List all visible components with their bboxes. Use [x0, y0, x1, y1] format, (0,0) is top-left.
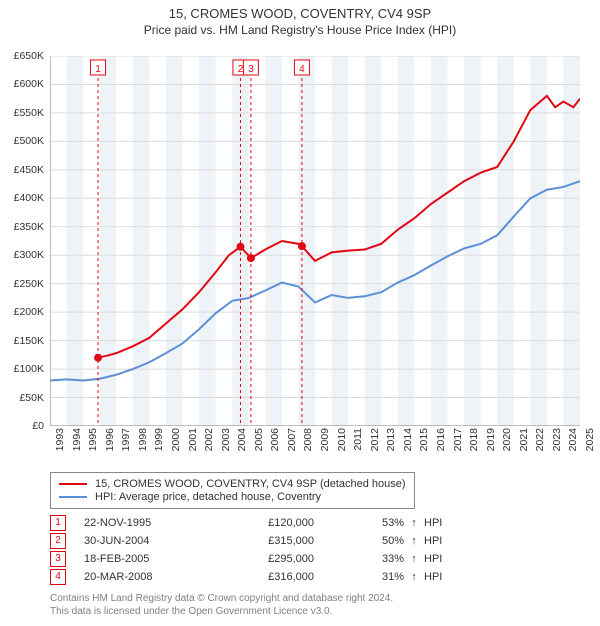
transaction-row: 2 30-JUN-2004£315,00050%↑HPI: [50, 532, 464, 550]
x-axis-labels: 1993 1994 1995 1996 1997 1998 1999 2000 2001 2002…: [50, 428, 580, 468]
x-tick-label: 2025: [584, 428, 596, 451]
arrow-up-icon: ↑: [404, 553, 424, 565]
transaction-marker: 3: [50, 551, 66, 567]
legend-item: 15, CROMES WOOD, COVENTRY, CV4 9SP (deta…: [59, 478, 406, 490]
y-tick-label: £600K: [14, 78, 44, 90]
svg-text:2: 2: [238, 64, 244, 75]
transaction-marker: 2: [50, 533, 66, 549]
page-subtitle: Price paid vs. HM Land Registry's House …: [0, 23, 600, 37]
transaction-price: £120,000: [214, 517, 344, 529]
svg-text:4: 4: [299, 64, 305, 75]
page-title: 15, CROMES WOOD, COVENTRY, CV4 9SP: [0, 6, 600, 21]
arrow-up-icon: ↑: [404, 571, 424, 583]
y-tick-label: £0: [32, 420, 44, 432]
x-tick-label: 1996: [104, 428, 116, 451]
transaction-hpi-label: HPI: [424, 553, 464, 565]
x-tick-label: 2013: [385, 428, 397, 451]
transaction-pct: 50%: [344, 535, 404, 547]
legend-swatch: [59, 496, 87, 498]
x-tick-label: 2003: [220, 428, 232, 451]
transaction-row: 3 18-FEB-2005£295,00033%↑HPI: [50, 550, 464, 568]
x-tick-label: 2008: [302, 428, 314, 451]
arrow-up-icon: ↑: [404, 517, 424, 529]
transaction-price: £315,000: [214, 535, 344, 547]
transaction-hpi-label: HPI: [424, 571, 464, 583]
transaction-row: 4 20-MAR-2008£316,00031%↑HPI: [50, 568, 464, 586]
x-tick-label: 2011: [352, 428, 364, 451]
y-tick-label: £650K: [14, 50, 44, 62]
x-tick-label: 2010: [336, 428, 348, 451]
x-tick-label: 2022: [534, 428, 546, 451]
y-tick-label: £450K: [14, 164, 44, 176]
transaction-pct: 31%: [344, 571, 404, 583]
transaction-pct: 33%: [344, 553, 404, 565]
transactions-table: 122-NOV-1995£120,00053%↑HPI230-JUN-2004£…: [50, 514, 464, 586]
x-tick-label: 2015: [418, 428, 430, 451]
y-tick-label: £50K: [19, 392, 44, 404]
x-tick-label: 1995: [87, 428, 99, 451]
x-tick-label: 2019: [485, 428, 497, 451]
x-tick-label: 2014: [402, 428, 414, 451]
y-tick-label: £100K: [14, 363, 44, 375]
x-tick-label: 2002: [203, 428, 215, 451]
transaction-date: 22-NOV-1995: [84, 517, 214, 529]
x-tick-label: 2009: [319, 428, 331, 451]
x-tick-label: 1999: [153, 428, 165, 451]
footer-line1: Contains HM Land Registry data © Crown c…: [50, 593, 393, 606]
transaction-price: £295,000: [214, 553, 344, 565]
y-axis-labels: £0£50K£100K£150K£200K£250K£300K£350K£400…: [0, 56, 48, 426]
x-tick-label: 2006: [269, 428, 281, 451]
x-tick-label: 2004: [236, 428, 248, 451]
y-tick-label: £400K: [14, 192, 44, 204]
transaction-pct: 53%: [344, 517, 404, 529]
transaction-row: 1 22-NOV-1995£120,00053%↑HPI: [50, 514, 464, 532]
x-tick-label: 1997: [120, 428, 132, 451]
x-tick-label: 1998: [137, 428, 149, 451]
chart-plot: 1 23 4: [50, 56, 580, 426]
footer-attribution: Contains HM Land Registry data © Crown c…: [50, 593, 393, 618]
x-tick-label: 2018: [468, 428, 480, 451]
x-tick-label: 2000: [170, 428, 182, 451]
transaction-marker: 1: [50, 515, 66, 531]
transaction-price: £316,000: [214, 571, 344, 583]
transaction-hpi-label: HPI: [424, 535, 464, 547]
x-tick-label: 2016: [435, 428, 447, 451]
x-tick-label: 2012: [369, 428, 381, 451]
svg-text:3: 3: [248, 64, 254, 75]
footer-line2: This data is licensed under the Open Gov…: [50, 606, 393, 619]
x-tick-label: 2007: [286, 428, 298, 451]
x-tick-label: 2020: [501, 428, 513, 451]
legend-item: HPI: Average price, detached house, Cove…: [59, 491, 406, 503]
x-tick-label: 2024: [567, 428, 579, 451]
y-tick-label: £150K: [14, 335, 44, 347]
transaction-marker: 4: [50, 569, 66, 585]
x-tick-label: 2021: [518, 428, 530, 451]
x-tick-label: 1993: [54, 428, 66, 451]
x-tick-label: 2005: [253, 428, 265, 451]
legend-label: 15, CROMES WOOD, COVENTRY, CV4 9SP (deta…: [95, 478, 406, 490]
x-tick-label: 2023: [551, 428, 563, 451]
y-tick-label: £200K: [14, 306, 44, 318]
x-tick-label: 1994: [71, 428, 83, 451]
y-tick-label: £250K: [14, 278, 44, 290]
svg-text:1: 1: [95, 64, 101, 75]
y-tick-label: £350K: [14, 221, 44, 233]
transaction-date: 30-JUN-2004: [84, 535, 214, 547]
transaction-date: 18-FEB-2005: [84, 553, 214, 565]
x-tick-label: 2001: [187, 428, 199, 451]
transaction-date: 20-MAR-2008: [84, 571, 214, 583]
y-tick-label: £500K: [14, 135, 44, 147]
legend: 15, CROMES WOOD, COVENTRY, CV4 9SP (deta…: [50, 472, 415, 509]
x-tick-label: 2017: [452, 428, 464, 451]
legend-swatch: [59, 483, 87, 485]
legend-label: HPI: Average price, detached house, Cove…: [95, 491, 321, 503]
arrow-up-icon: ↑: [404, 535, 424, 547]
y-tick-label: £300K: [14, 249, 44, 261]
y-tick-label: £550K: [14, 107, 44, 119]
transaction-hpi-label: HPI: [424, 517, 464, 529]
